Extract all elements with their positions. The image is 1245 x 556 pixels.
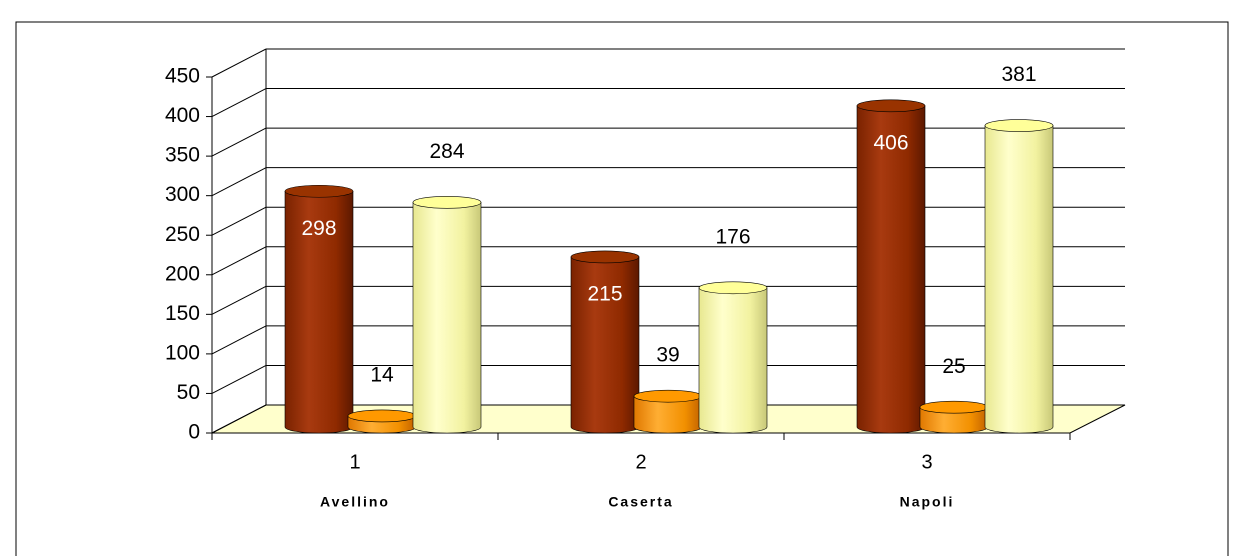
category-name: Avellino — [320, 494, 390, 510]
data-label: 284 — [429, 140, 464, 163]
y-tick-label: 150 — [165, 302, 200, 325]
grid-line-diagonal — [211, 365, 267, 394]
y-tick-label: 450 — [165, 65, 200, 88]
data-label: 381 — [1001, 63, 1036, 86]
bars — [284, 99, 1054, 434]
data-label: 39 — [656, 344, 679, 367]
data-label: 406 — [873, 131, 908, 154]
grid-line-diagonal — [211, 246, 267, 276]
bar — [698, 287, 768, 434]
category-name: Caserta — [608, 494, 673, 510]
bar-top — [412, 196, 482, 209]
y-tick-label: 400 — [165, 104, 200, 127]
data-label: 176 — [715, 225, 750, 248]
bar — [856, 105, 926, 434]
x-tick-label: 3 — [921, 451, 932, 473]
bar — [412, 202, 482, 434]
y-tick-label: 0 — [188, 421, 200, 444]
category-name: Napoli — [900, 494, 955, 510]
data-label: 215 — [587, 282, 622, 305]
bar-top — [919, 400, 989, 414]
bar-top — [284, 184, 354, 198]
chart-frame — [15, 21, 1229, 556]
grid-line-diagonal — [211, 206, 267, 236]
y-tick-label: 350 — [165, 144, 200, 167]
bar-top — [856, 99, 926, 113]
bar-top — [633, 389, 703, 403]
x-tick-label: 2 — [635, 451, 646, 473]
grid-line-diagonal — [211, 167, 267, 197]
y-tick-label: 50 — [177, 381, 200, 404]
bar — [984, 125, 1054, 434]
grid-line-diagonal — [211, 325, 267, 355]
bar-top — [698, 281, 768, 295]
grid-line-diagonal — [211, 404, 267, 434]
grid-line-diagonal — [211, 48, 267, 78]
bar-top — [347, 409, 417, 423]
data-label: 25 — [942, 355, 965, 378]
grid-line-diagonal — [211, 127, 267, 157]
y-tick-label: 100 — [165, 341, 200, 364]
y-tick-label: 200 — [165, 262, 200, 285]
data-label: 298 — [301, 217, 336, 240]
bar-top — [984, 119, 1054, 132]
y-tick-label: 250 — [165, 223, 200, 246]
grid-line-diagonal — [211, 88, 267, 117]
bar-top — [570, 250, 640, 264]
grid — [206, 48, 1125, 440]
data-label: 14 — [370, 363, 394, 386]
labels: 0 50 100 150 200 250 300 350 400 450 1 Avellino 298 1… — [165, 63, 1037, 510]
grid-line-diagonal — [211, 285, 267, 315]
y-tick-label: 300 — [165, 183, 200, 206]
x-tick-label: 1 — [349, 451, 360, 473]
